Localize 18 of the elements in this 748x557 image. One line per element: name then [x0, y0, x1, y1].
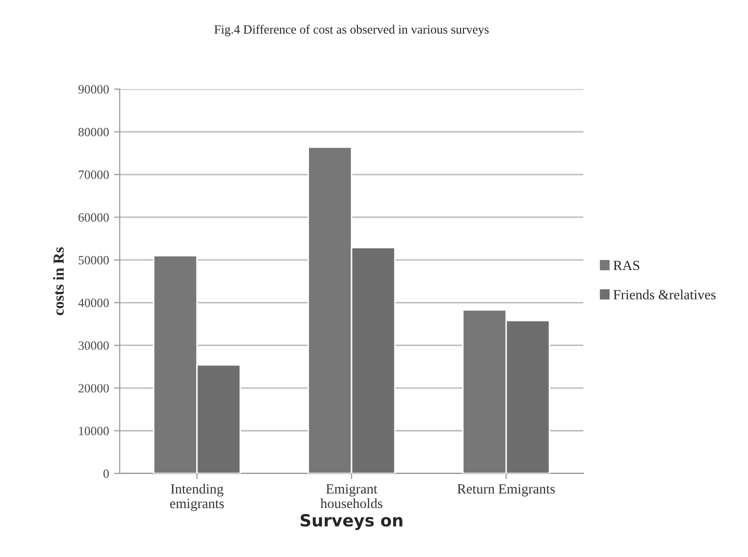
- x-tick-label: Emigrant households: [320, 484, 382, 508]
- y-tick-label: 50000: [78, 256, 109, 264]
- y-tick-label: 90000: [78, 85, 109, 94]
- legend-label: Friends &relatives: [613, 290, 716, 300]
- y-tick-label: 30000: [78, 341, 109, 350]
- y-tick-label: 10000: [79, 426, 109, 436]
- y-tick-label: 60000: [78, 213, 109, 222]
- y-tick-label: 80000: [78, 128, 109, 136]
- y-tick-label: 70000: [78, 170, 109, 179]
- x-tick-label: Return Emigrants: [457, 484, 555, 496]
- legend-label: RAS: [613, 260, 640, 270]
- y-tick-label: 20000: [78, 384, 109, 393]
- chart-title: Fig.4 Difference of cost as observed in various surveys: [214, 24, 489, 36]
- y-tick-label: 40000: [78, 298, 109, 308]
- x-tick-label: Intending emigrants: [170, 484, 224, 512]
- y-axis-title: costs in Rs: [53, 247, 64, 316]
- y-tick-label: 0: [103, 469, 109, 478]
- x-axis-title: Surveys on: [300, 514, 402, 530]
